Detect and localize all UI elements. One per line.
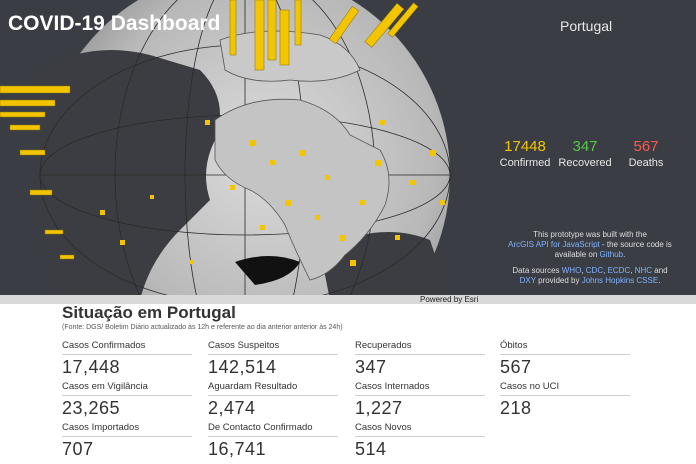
card-value: 567 xyxy=(500,357,532,377)
recovered-count: 347 xyxy=(572,138,598,155)
card-label: Óbitos xyxy=(500,340,630,355)
card-casos-vigilancia: Casos em Vigilância 23,265 xyxy=(62,381,192,419)
card-casos-suspeitos: Casos Suspeitos 142,514 xyxy=(208,340,338,378)
land-dark xyxy=(235,256,300,285)
info-text-mid: - the source code is available on xyxy=(554,240,672,259)
sources-and: and xyxy=(652,266,668,275)
recovered-label: Recovered xyxy=(558,157,612,169)
app-title: COVID-19 Dashboard xyxy=(8,12,221,35)
card-label: Recuperados xyxy=(355,340,485,355)
globe-graphic xyxy=(0,0,451,304)
card-label: Casos Internados xyxy=(355,381,485,396)
card-aguardam-resultado: Aguardam Resultado 2,474 xyxy=(208,381,338,419)
deaths-count: 567 xyxy=(633,138,659,155)
card-label: Casos Novos xyxy=(355,422,485,437)
card-value: 514 xyxy=(355,439,387,459)
arcgis-api-link[interactable]: ArcGIS API for JavaScript xyxy=(508,240,600,249)
panel-title: Situação em Portugal xyxy=(62,303,236,322)
card-casos-novos: Casos Novos 514 xyxy=(355,422,485,460)
case-bars xyxy=(0,0,419,260)
case-markers xyxy=(100,120,445,266)
globe-map[interactable] xyxy=(0,0,470,304)
card-value: 707 xyxy=(62,439,94,459)
card-label: Casos Importados xyxy=(62,422,192,437)
github-link[interactable]: Github xyxy=(599,250,624,259)
card-value: 218 xyxy=(500,398,532,418)
sources-post: . xyxy=(658,276,661,285)
cdc-link[interactable]: CDC xyxy=(585,266,604,275)
stat-confirmed: 17448 Confirmed xyxy=(492,138,558,170)
card-label: Casos no UCI xyxy=(500,381,630,396)
confirmed-label: Confirmed xyxy=(499,157,551,169)
card-value: 142,514 xyxy=(208,357,277,377)
card-label: Casos Suspeitos xyxy=(208,340,338,355)
card-casos-importados: Casos Importados 707 xyxy=(62,422,192,460)
card-value: 23,265 xyxy=(62,398,121,418)
nhc-link[interactable]: NHC xyxy=(634,266,653,275)
card-casos-internados: Casos Internados 1,227 xyxy=(355,381,485,419)
confirmed-count: 17448 xyxy=(504,138,546,155)
stat-recovered: 347 Recovered xyxy=(552,138,618,170)
info-text-post: . xyxy=(623,250,626,259)
info-text-pre: This prototype was built with the xyxy=(533,230,647,239)
card-recuperados: Recuperados 347 xyxy=(355,340,485,378)
card-label: Aguardam Resultado xyxy=(208,381,338,396)
sources-pre: Data sources xyxy=(512,266,562,275)
deaths-label: Deaths xyxy=(628,157,664,169)
card-value: 2,474 xyxy=(208,398,256,418)
stat-deaths: 567 Deaths xyxy=(613,138,679,170)
dashboard-panel: COVID-19 Dashboard Portugal 17448 Confir… xyxy=(0,0,696,304)
continent-africa xyxy=(214,98,390,281)
card-contacto-confirmado: De Contacto Confirmado 16,741 xyxy=(208,422,338,460)
prototype-info: This prototype was built with the ArcGIS… xyxy=(505,230,675,260)
card-value: 16,741 xyxy=(208,439,267,459)
sources-provided: provided by xyxy=(535,276,582,285)
card-label: De Contacto Confirmado xyxy=(208,422,338,437)
card-label: Casos Confirmados xyxy=(62,340,192,355)
card-value: 17,448 xyxy=(62,357,121,377)
attribution-bar xyxy=(0,295,696,304)
data-sources: Data sources WHO, CDC, ECDC, NHC and DXY… xyxy=(512,266,668,285)
card-casos-uci: Casos no UCI 218 xyxy=(500,381,630,419)
card-casos-confirmados: Casos Confirmados 17,448 xyxy=(62,340,192,378)
card-obitos: Óbitos 567 xyxy=(500,340,630,378)
ecdc-link[interactable]: ECDC xyxy=(607,266,631,275)
card-label: Casos em Vigilância xyxy=(62,381,192,396)
panel-subtitle: (Fonte: DGS/ Boletim Diário actualizado … xyxy=(62,324,343,331)
country-label: Portugal xyxy=(560,18,613,34)
dxy-link[interactable]: DXY xyxy=(519,276,536,285)
who-link[interactable]: WHO xyxy=(561,266,582,275)
card-value: 347 xyxy=(355,357,387,377)
powered-by-esri[interactable]: Powered by Esri xyxy=(420,295,479,304)
card-value: 1,227 xyxy=(355,398,403,418)
jhu-link[interactable]: Johns Hopkins CSSE xyxy=(581,276,659,285)
